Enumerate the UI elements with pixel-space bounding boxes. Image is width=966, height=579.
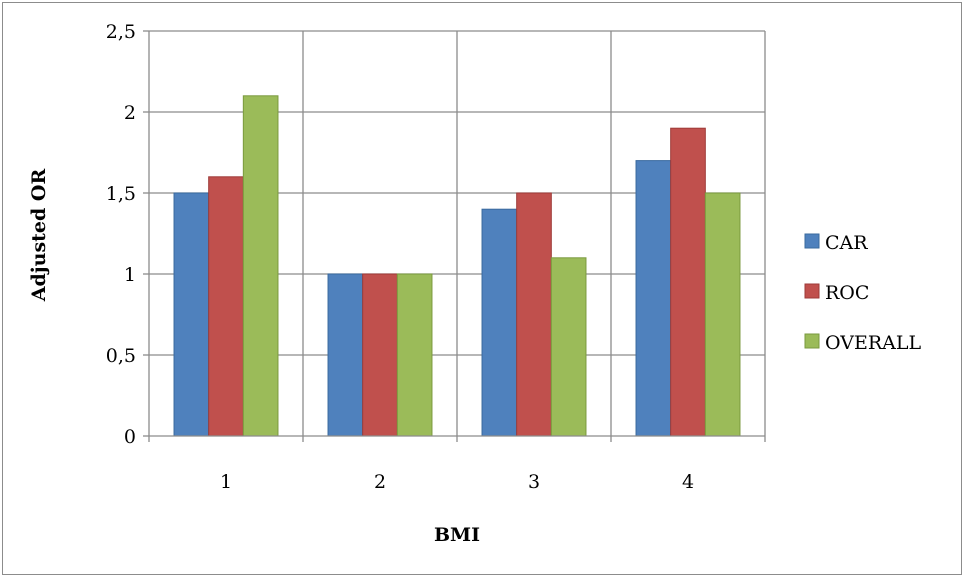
bar-car-1 (173, 192, 210, 437)
y-tick-label: 1,5 (106, 183, 136, 205)
y-tick-label: 0,5 (106, 345, 136, 367)
y-tick-labels: 0 0,5 1 1,5 2 2,5 (106, 21, 136, 448)
bar-car-4 (635, 160, 672, 437)
bars (173, 95, 741, 437)
legend-label-car: CAR (825, 232, 868, 254)
bar-roc-1 (208, 176, 244, 437)
y-tick-label: 1 (124, 264, 136, 286)
legend-label-overall: OVERALL (825, 332, 921, 354)
bar-overall-3 (550, 257, 587, 437)
bar-car-3 (481, 208, 518, 437)
x-tick-label: 2 (374, 471, 386, 493)
legend-label-roc: ROC (825, 282, 869, 304)
y-tick-label: 0 (124, 426, 136, 448)
bar-overall-4 (704, 192, 741, 437)
axes (143, 30, 766, 442)
bar-overall-1 (242, 95, 279, 437)
bar-car-2 (327, 273, 364, 437)
y-axis-title: Adjusted OR (28, 169, 50, 303)
legend-swatch-overall (804, 333, 820, 349)
legend-swatch-car (804, 233, 820, 249)
y-tick-label: 2 (124, 102, 136, 124)
y-tick-label: 2,5 (106, 21, 136, 43)
bar-roc-2 (362, 273, 398, 437)
bar-roc-4 (670, 127, 706, 437)
legend-swatch-roc (804, 283, 820, 299)
legend: CAR ROC OVERALL (804, 232, 921, 354)
bar-roc-3 (516, 192, 552, 437)
bar-overall-2 (396, 273, 433, 437)
x-tick-label: 4 (682, 471, 694, 493)
x-tick-label: 3 (528, 471, 540, 493)
x-tick-labels: 1 2 3 4 (220, 471, 694, 493)
x-tick-label: 1 (220, 471, 232, 493)
x-axis-title: BMI (434, 524, 480, 546)
